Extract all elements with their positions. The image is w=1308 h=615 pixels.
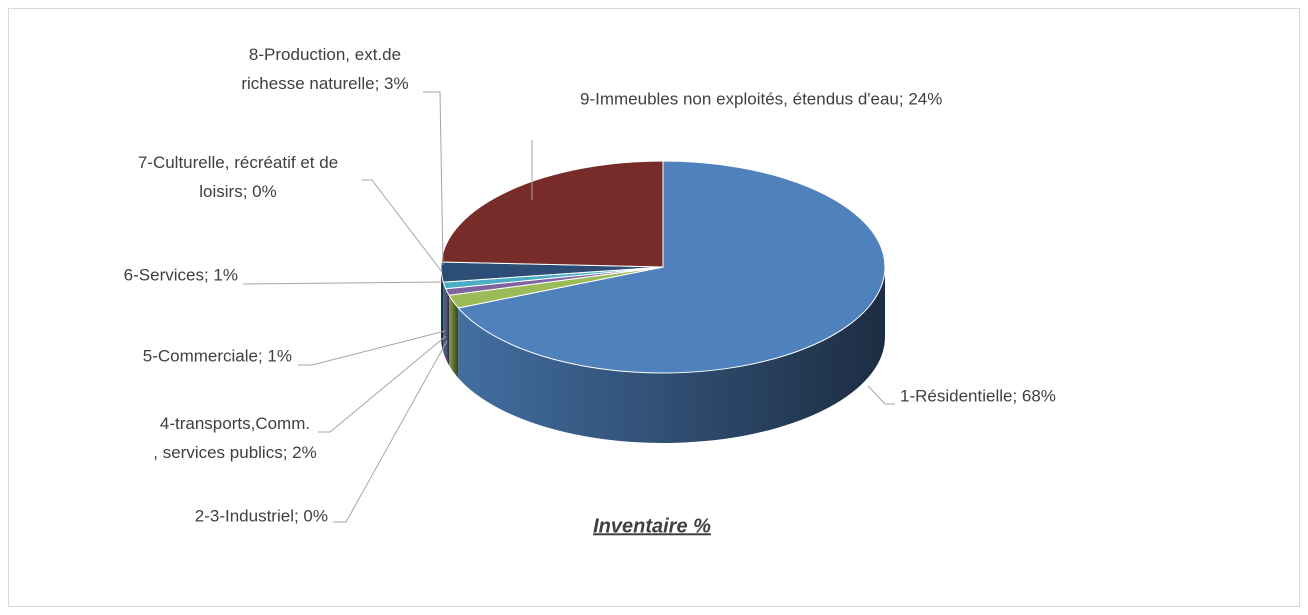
data-label: 5-Commerciale; 1% xyxy=(143,346,292,365)
chart-title: Inventaire % xyxy=(593,515,711,537)
leader-line xyxy=(362,179,443,273)
leader-line xyxy=(867,385,895,405)
slice-side xyxy=(445,288,450,366)
data-label: 9-Immeubles non exploités, étendus d'eau… xyxy=(580,89,942,108)
slice-side xyxy=(458,267,885,444)
data-label: 4-transports,Comm. , services publics; 2% xyxy=(153,414,316,462)
label-line: , services publics; 2% xyxy=(153,443,316,462)
slice xyxy=(440,160,664,268)
leader-line xyxy=(242,281,444,285)
leader-line xyxy=(333,340,448,523)
data-label: 6-Services; 1% xyxy=(124,265,238,284)
data-label: 7-Culturelle, récréatif et de loisirs; 0% xyxy=(138,153,338,201)
leader-line xyxy=(298,330,446,366)
slice-side xyxy=(443,282,446,359)
label-line: 8-Production, ext.de xyxy=(249,45,401,64)
label-line: 4-transports,Comm. xyxy=(160,414,310,433)
data-label: 2-3-Industriel; 0% xyxy=(195,506,328,525)
data-label: 8-Production, ext.de richesse naturelle; … xyxy=(241,45,408,93)
slice xyxy=(457,160,886,374)
leader-line xyxy=(318,335,447,433)
label-line: loisirs; 0% xyxy=(199,182,276,201)
leader-line xyxy=(423,91,444,266)
slice-side xyxy=(441,267,444,353)
data-label: 1-Résidentielle; 68% xyxy=(900,386,1056,405)
label-line: 7-Culturelle, récréatif et de xyxy=(138,153,338,172)
label-line: richesse naturelle; 3% xyxy=(241,74,408,93)
slice-side xyxy=(449,295,459,378)
